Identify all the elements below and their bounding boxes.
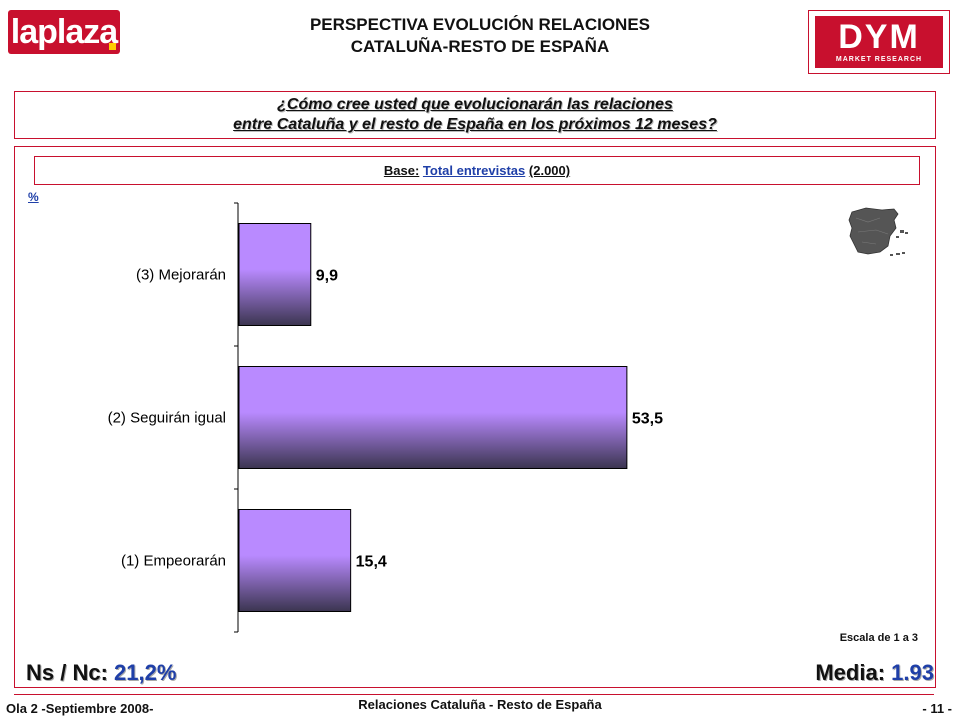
bar xyxy=(238,223,312,326)
scale-note: Escala de 1 a 3 xyxy=(839,632,918,644)
footer-wave: Ola 2 -Septiembre 2008- xyxy=(6,701,154,716)
footer-study: Relaciones Cataluña - Resto de España xyxy=(358,697,602,712)
media-value: 1.93 xyxy=(891,660,934,685)
category-label: (3) Mejorarán xyxy=(136,267,226,284)
nsnc-value: 21,2% xyxy=(114,660,177,685)
base-count: (2.000) xyxy=(528,163,571,178)
base-box: Base: Total entrevistas (2.000) xyxy=(34,156,920,185)
bar xyxy=(238,509,352,612)
page-title-line1: PERSPECTIVA EVOLUCIÓN RELACIONES xyxy=(309,15,651,34)
spain-map-icon xyxy=(848,207,908,256)
value-label: 15,4 xyxy=(356,554,387,571)
media-label: Media: xyxy=(815,660,886,685)
category-label: (1) Empeorarán xyxy=(121,553,226,570)
dym-logo: DYM MARKET RESEARCH xyxy=(808,10,950,74)
bar xyxy=(238,366,628,469)
page-title: PERSPECTIVA EVOLUCIÓN RELACIONES CATALUÑ… xyxy=(230,14,730,58)
laplaza-logo: laplaza xyxy=(8,10,120,54)
media-summary: Media: 1.93 xyxy=(815,660,934,686)
value-label: 53,5 xyxy=(632,411,663,428)
base-label: Base: xyxy=(383,163,420,178)
logo-dot-icon xyxy=(109,43,116,50)
laplaza-logo-text: laplaza xyxy=(10,12,118,51)
nsnc-label: Ns / Nc: xyxy=(26,660,108,685)
question-line2: entre Cataluña y el resto de España en l… xyxy=(233,116,717,133)
question-line1: ¿Cómo cree usted que evolucionarán las r… xyxy=(277,96,673,113)
footer-page-number: - 11 - xyxy=(922,701,952,716)
dym-logo-text: DYM xyxy=(838,18,920,56)
footer-divider xyxy=(14,694,934,695)
question-box: ¿Cómo cree usted que evolucionarán las r… xyxy=(14,91,936,139)
nsnc-summary: Ns / Nc: 21,2% xyxy=(26,660,176,686)
chart-panel xyxy=(14,146,936,688)
page-title-line2: CATALUÑA-RESTO DE ESPAÑA xyxy=(350,37,610,56)
unit-label: % xyxy=(28,190,39,204)
value-label: 9,9 xyxy=(316,268,338,285)
category-label: (2) Seguirán igual xyxy=(108,410,226,427)
base-value: Total entrevistas xyxy=(422,163,526,178)
dym-logo-subtext: MARKET RESEARCH xyxy=(835,56,923,63)
